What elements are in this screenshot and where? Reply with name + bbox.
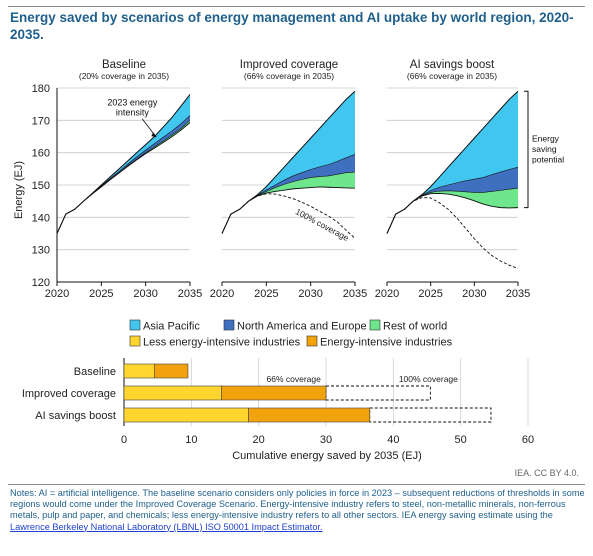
y-tick-labels: 120 130 140 150 160 170 180 <box>32 83 50 289</box>
bar-x-tick-label: 30 <box>320 434 332 446</box>
band-asia-pacific <box>222 91 355 234</box>
bar-coverage-label: 66% coverage <box>267 374 322 384</box>
x-tick-label: 2025 <box>418 288 442 300</box>
legend-label-north-america-europe: North America and Europe <box>237 321 367 333</box>
panel-improved-coverage: Improved coverage (66% coverage in 2035)… <box>210 59 367 300</box>
notes-text: Notes: AI = artificial intelligence. The… <box>10 488 585 521</box>
panel-title: AI savings boost <box>410 59 495 71</box>
y-tick-label: 160 <box>32 148 50 160</box>
annotation-label: 100% coverage <box>294 206 351 243</box>
band-north-america-europe <box>222 154 355 234</box>
y-tick-label: 180 <box>32 83 50 95</box>
annotation-arrowhead <box>151 132 157 138</box>
y-tick-label: 140 <box>32 212 50 224</box>
bar-category-label: Baseline <box>74 366 116 378</box>
x-tick-label: 2025 <box>254 288 278 300</box>
band-north-america-europe <box>387 167 518 234</box>
full-coverage-line <box>386 197 519 269</box>
band-rest-of-world <box>387 188 518 234</box>
figure: 120 130 140 150 160 170 180 Energy (EJ) Baseli… <box>13 59 564 462</box>
bar-legend: Less energy-intensive industries Energy-… <box>129 335 453 349</box>
bar-chart: 0 10 20 30 40 50 60 Baseline Improved coverage AI… <box>22 358 534 446</box>
band-rest-of-world <box>57 120 190 234</box>
bar-x-tick-label: 60 <box>522 434 534 446</box>
annotation-line: 2023 energy <box>107 97 158 107</box>
bar-intensive <box>221 385 327 401</box>
legend-swatch-less-intensive <box>129 335 141 347</box>
panel-subtitle: (66% coverage in 2035) <box>407 71 497 81</box>
notes: Notes: AI = artificial intelligence. The… <box>10 488 585 533</box>
annotation-label: 2023 energy intensity <box>107 97 158 117</box>
legend-label-less-intensive: Less energy-intensive industries <box>143 337 301 349</box>
bar-x-tick-label: 40 <box>387 434 399 446</box>
band-asia-pacific <box>387 91 518 234</box>
x-tick-label: 2020 <box>210 288 234 300</box>
legend-swatch-rest-of-world <box>369 319 381 331</box>
full-coverage-line <box>221 193 356 239</box>
lbnl-link[interactable]: Lawrence Berkeley National Laboratory (L… <box>10 521 323 532</box>
y-axis-label: Energy (EJ) <box>13 161 25 219</box>
band-north-america-europe <box>57 115 190 234</box>
energy-saving-bracket <box>524 90 529 209</box>
y-tick-label: 170 <box>32 115 50 127</box>
bracket-label-line: Energy <box>532 133 560 143</box>
bar-x-axis-label: Cumulative energy saved by 2035 (EJ) <box>232 450 422 462</box>
legend-label-asia-pacific: Asia Pacific <box>143 321 200 333</box>
x-tick-label: 2035 <box>178 288 202 300</box>
x-tick-label: 2035 <box>343 288 367 300</box>
bar-full-coverage-outline <box>325 385 431 401</box>
bar-category-label: Improved coverage <box>22 388 116 400</box>
panel-subtitle: (20% coverage in 2035) <box>79 71 169 81</box>
legend-swatch-north-america-europe <box>223 319 235 331</box>
legend-swatch-intensive <box>306 335 318 347</box>
bracket-label-line: potential <box>532 154 564 164</box>
bar-intensive <box>154 363 189 379</box>
x-tick-label: 2020 <box>375 288 399 300</box>
legend-swatch-asia-pacific <box>129 319 141 331</box>
chart-title: Energy saved by scenarios of energy mana… <box>10 10 574 42</box>
x-tick-label: 2030 <box>462 288 486 300</box>
panel-title: Improved coverage <box>240 59 338 71</box>
bracket-label-line: saving <box>532 144 557 154</box>
x-tick-label: 2020 <box>45 288 69 300</box>
y-tick-label: 120 <box>32 277 50 289</box>
bar-x-tick-label: 20 <box>253 434 265 446</box>
bar-coverage-label: 100% coverage <box>399 374 458 384</box>
panel-subtitle: (66% coverage in 2035) <box>244 71 334 81</box>
bar-full-coverage-outline <box>369 407 492 423</box>
legend-label-rest-of-world: Rest of world <box>383 321 447 333</box>
x-tick-label: 2025 <box>89 288 113 300</box>
bar-category-label: AI savings boost <box>35 410 116 422</box>
x-tick-label: 2035 <box>506 288 530 300</box>
panel-title: Baseline <box>102 59 146 71</box>
panel-ai-savings-boost: AI savings boost (66% coverage in 2035) … <box>375 59 564 300</box>
panel-baseline: Baseline (20% coverage in 2035) 2020 2025… <box>45 59 202 300</box>
annotation-line: intensity <box>116 107 150 117</box>
bar-x-tick-label: 10 <box>185 434 197 446</box>
top-rule <box>8 6 585 7</box>
bar-x-tick-label: 0 <box>121 434 127 446</box>
bar-less-intensive <box>123 407 249 423</box>
y-tick-label: 150 <box>32 180 50 192</box>
bar-x-tick-label: 50 <box>455 434 467 446</box>
bracket-label: Energy saving potential <box>532 133 564 164</box>
legend-label-intensive: Energy-intensive industries <box>320 337 453 349</box>
bar-less-intensive <box>123 363 155 379</box>
x-tick-label: 2030 <box>133 288 157 300</box>
credit: IEA. CC BY 4.0. <box>514 468 579 478</box>
x-tick-label: 2030 <box>298 288 322 300</box>
band-rest-of-world <box>222 172 355 234</box>
bottom-rule <box>8 484 585 485</box>
bar-intensive <box>248 407 371 423</box>
line-after-rest-of-world <box>56 122 191 234</box>
area-legend: Asia Pacific North America and Europe Re… <box>129 319 447 333</box>
bar-less-intensive <box>123 385 222 401</box>
y-tick-label: 130 <box>32 245 50 257</box>
